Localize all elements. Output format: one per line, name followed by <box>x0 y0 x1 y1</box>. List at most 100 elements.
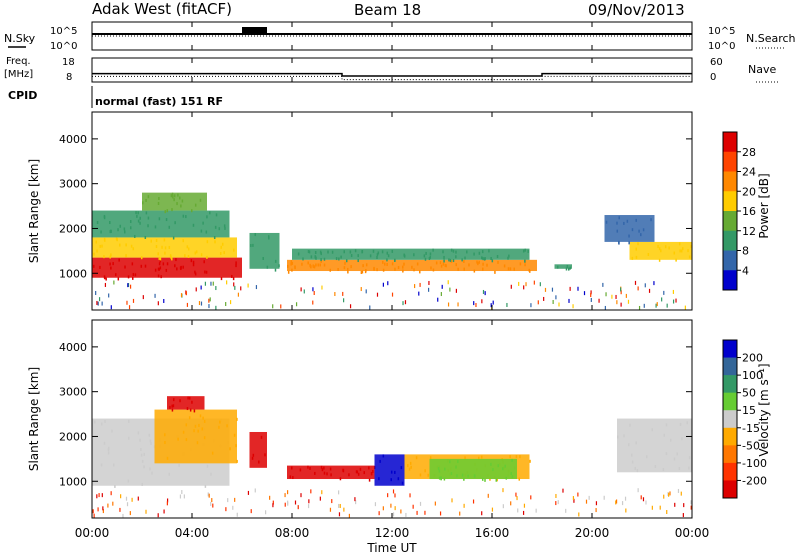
low-range-speck <box>387 493 389 498</box>
echo-speck <box>137 431 140 435</box>
low-range-speck <box>208 304 210 309</box>
echo-speck <box>161 245 163 249</box>
low-range-speck <box>484 291 486 296</box>
echo-speck <box>315 256 317 260</box>
echo-speck <box>141 459 144 463</box>
low-range-speck <box>272 500 274 505</box>
echo-speck <box>457 460 459 464</box>
echo-speck <box>484 478 486 482</box>
y-tick-label: 1000 <box>59 475 87 488</box>
echo-speck <box>101 244 103 248</box>
low-range-speck <box>620 287 622 292</box>
echo-speck <box>147 216 150 220</box>
low-range-speck <box>490 303 492 308</box>
low-range-speck <box>225 302 227 307</box>
colorbar-segment <box>723 230 737 251</box>
echo-speck <box>482 267 484 271</box>
echo-speck <box>174 264 176 268</box>
echo-speck <box>681 247 684 251</box>
echo-speck <box>478 260 480 264</box>
echo-speck <box>489 477 491 481</box>
echo-speck <box>129 220 132 224</box>
echo-speck <box>166 209 169 213</box>
low-range-speck <box>475 303 477 308</box>
echo-speck <box>455 255 457 259</box>
echo-speck <box>519 455 521 459</box>
echo-speck <box>424 257 427 261</box>
low-range-speck <box>620 302 622 307</box>
low-range-speck <box>491 507 494 512</box>
echo-speck <box>327 250 329 254</box>
low-range-speck <box>113 280 115 285</box>
echo-speck <box>135 211 137 215</box>
echo-speck <box>323 471 326 475</box>
low-range-speck <box>502 504 504 509</box>
low-range-speck <box>637 488 639 493</box>
low-range-speck <box>502 488 504 493</box>
echo-speck <box>136 214 138 218</box>
colorbar-segment <box>723 375 737 394</box>
low-range-speck <box>269 495 271 500</box>
echo-speck <box>635 255 638 259</box>
echo-speck <box>509 455 511 459</box>
low-range-speck <box>312 300 314 305</box>
echo-speck <box>368 478 371 482</box>
echo-speck <box>477 262 479 266</box>
echo-speck <box>181 199 184 203</box>
low-range-speck <box>392 512 395 517</box>
low-range-speck <box>96 494 98 499</box>
echo-speck <box>320 258 322 262</box>
echo-speck <box>292 476 294 480</box>
colorbar-tick-label: 4 <box>742 264 749 277</box>
low-range-speck <box>518 281 520 286</box>
echo-speck <box>363 471 365 475</box>
echo-speck <box>278 264 280 268</box>
echo-speck <box>144 235 147 239</box>
echo-speck <box>166 262 169 266</box>
echo-speck <box>127 479 130 483</box>
low-range-speck <box>95 290 97 295</box>
echo-speck <box>676 452 678 456</box>
low-range-speck <box>110 491 112 496</box>
low-range-speck <box>195 287 197 292</box>
low-range-speck <box>343 507 345 512</box>
low-range-speck <box>449 287 451 292</box>
low-range-speck <box>675 298 677 303</box>
echo-speck <box>307 261 309 265</box>
low-range-speck <box>437 297 439 302</box>
low-range-speck <box>506 302 508 307</box>
echo-speck <box>158 256 160 260</box>
low-range-speck <box>215 286 217 291</box>
echo-speck <box>443 259 445 263</box>
echo-speck <box>463 477 465 481</box>
echo-speck <box>569 266 571 270</box>
echo-speck <box>347 270 349 274</box>
echo-speck <box>504 464 506 468</box>
echo-speck <box>168 472 171 476</box>
echo-speck <box>467 474 469 478</box>
echo-speck <box>231 274 233 278</box>
echo-speck <box>384 262 386 266</box>
echo-speck <box>372 470 374 474</box>
echo-speck <box>191 400 193 404</box>
echo-speck <box>214 240 216 244</box>
echo-speck <box>202 221 204 225</box>
echo-speck <box>496 255 499 259</box>
low-range-speck <box>544 287 547 292</box>
echo-speck <box>162 262 165 266</box>
low-range-speck <box>200 301 203 306</box>
echo-speck <box>127 275 130 279</box>
echo-speck <box>182 239 184 243</box>
echo-speck <box>213 236 216 240</box>
echo-speck <box>402 269 404 273</box>
echo-speck <box>109 221 111 225</box>
echo-speck <box>329 268 332 272</box>
echo-speck <box>616 221 618 225</box>
echo-speck <box>163 238 166 242</box>
echo-speck <box>172 195 174 199</box>
echo-speck <box>104 238 106 242</box>
low-range-speck <box>387 281 389 286</box>
low-range-speck <box>96 300 98 305</box>
echo-speck <box>464 456 466 460</box>
echo-speck <box>688 466 690 470</box>
